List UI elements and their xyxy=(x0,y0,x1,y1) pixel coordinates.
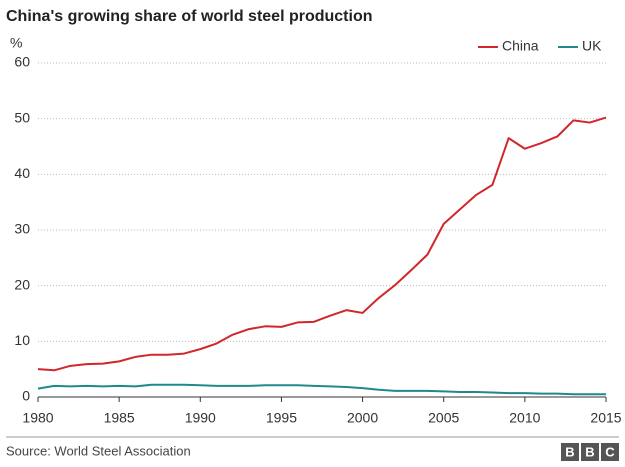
y-tick-label: 40 xyxy=(14,165,30,181)
logo-block xyxy=(601,443,619,461)
source: Source: World Steel Association xyxy=(6,443,191,458)
y-tick-label: 20 xyxy=(14,276,30,292)
logo-letter: B xyxy=(585,444,594,459)
x-tick-label: 2015 xyxy=(590,410,621,426)
logo-letter: C xyxy=(605,444,615,459)
line xyxy=(37,116,607,372)
y-tick-label: 10 xyxy=(14,332,30,348)
y-tick-label: 50 xyxy=(14,109,30,125)
y-tick-label: 60 xyxy=(14,54,30,70)
logo-letter: B xyxy=(565,444,574,459)
legend-label: China xyxy=(502,38,539,54)
x-tick-label: 1990 xyxy=(185,410,216,426)
x-tick-label: 2010 xyxy=(509,410,540,426)
x-tick-label: 1985 xyxy=(104,410,135,426)
chart-title: China's growing share of world steel pro… xyxy=(6,8,373,25)
x-tick-label: 1995 xyxy=(266,410,297,426)
legend-label: UK xyxy=(582,38,602,54)
x-tick-label: 2005 xyxy=(428,410,459,426)
x-tick-label: 1980 xyxy=(22,410,53,426)
y-axis-label: % xyxy=(10,35,22,51)
line xyxy=(37,383,606,396)
y-tick-label: 30 xyxy=(14,221,30,237)
logo-block xyxy=(581,443,599,461)
logo-block xyxy=(561,443,579,461)
x-tick-label: 2000 xyxy=(347,410,378,426)
y-tick-label: 0 xyxy=(22,388,30,404)
